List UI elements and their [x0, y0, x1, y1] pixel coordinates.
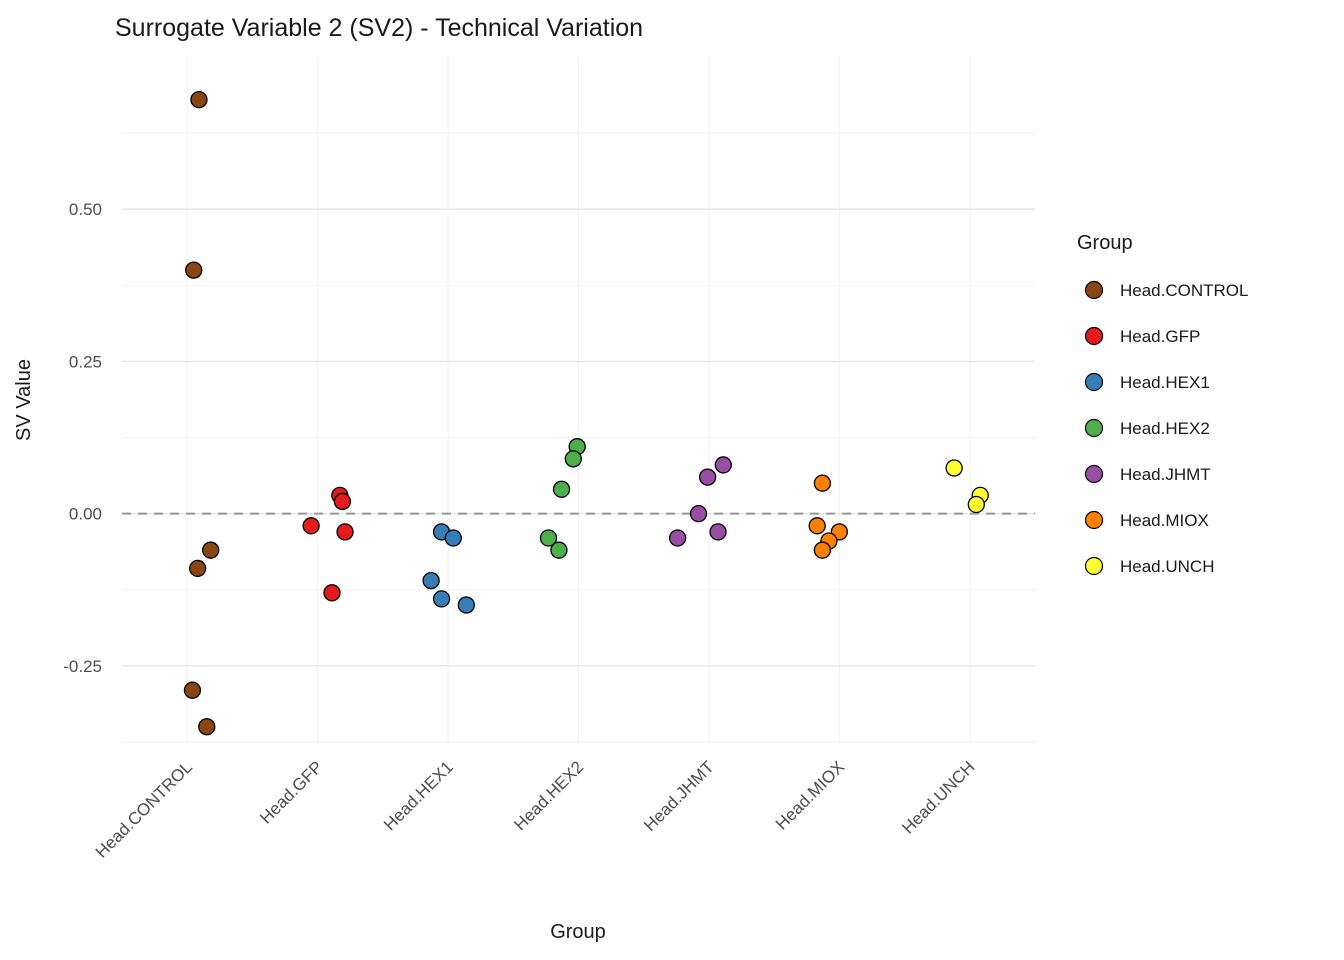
point-Head.MIOX	[813, 541, 832, 559]
point-Head.MIOX	[813, 474, 832, 492]
x-tick-label: Head.UNCH	[898, 757, 978, 837]
x-tick-label: Head.GFP	[256, 757, 326, 827]
point-Head.UNCH	[967, 495, 985, 514]
x-tick-label: Head.MIOX	[772, 757, 848, 833]
x-axis-tick-labels: Head.CONTROL Head.GFP Head.HEX1 Head.HEX2 He…	[92, 757, 979, 861]
point-Head.HEX2	[552, 480, 571, 498]
data-points	[183, 90, 989, 736]
point-Head.CONTROL	[190, 90, 208, 109]
point-Head.GFP	[302, 517, 320, 535]
legend-title: Group	[1077, 232, 1133, 254]
point-Head.GFP	[323, 584, 341, 602]
legend-label-Head.JHMT: Head.JHMT	[1120, 465, 1211, 484]
legend-label-Head.UNCH: Head.UNCH	[1120, 557, 1214, 576]
point-Head.JHMT	[709, 523, 727, 541]
legend-swatch-Head.HEX1	[1084, 372, 1104, 392]
legend-label-Head.HEX1: Head.HEX1	[1120, 373, 1210, 392]
y-axis-title: SV Value	[13, 359, 35, 441]
legend-swatch-Head.HEX2	[1084, 418, 1104, 438]
point-Head.CONTROL	[198, 718, 216, 736]
y-tick-label: 0.25	[69, 352, 102, 371]
point-Head.HEX2	[550, 541, 568, 559]
legend-swatch-Head.MIOX	[1084, 510, 1104, 530]
x-tick-label: Head.HEX2	[510, 757, 587, 834]
point-Head.CONTROL	[183, 681, 202, 699]
point-Head.JHMT	[668, 529, 687, 547]
y-axis-tick-labels: -0.25 0.00 0.25 0.50	[63, 200, 102, 676]
x-axis-title: Group	[550, 921, 606, 943]
point-Head.UNCH	[945, 459, 963, 477]
plot-title: Surrogate Variable 2 (SV2) - Technical V…	[115, 14, 643, 42]
legend-swatch-Head.UNCH	[1084, 556, 1104, 576]
x-tick-label: Head.HEX1	[380, 757, 457, 834]
point-Head.MIOX	[808, 517, 826, 535]
point-Head.HEX1	[444, 529, 462, 547]
point-Head.JHMT	[714, 456, 732, 474]
point-Head.CONTROL	[202, 541, 220, 559]
point-Head.JHMT	[698, 468, 717, 486]
legend-label-Head.CONTROL: Head.CONTROL	[1120, 281, 1248, 300]
point-Head.HEX1	[457, 596, 475, 614]
legend: Head.CONTROL Head.GFP Head.HEX1 Head.HEX2 He…	[1084, 280, 1248, 576]
y-tick-label: 0.00	[69, 505, 102, 524]
legend-swatch-Head.GFP	[1084, 326, 1104, 346]
legend-swatch-Head.CONTROL	[1084, 280, 1104, 300]
point-Head.GFP	[333, 492, 352, 511]
legend-label-Head.GFP: Head.GFP	[1120, 327, 1200, 346]
point-Head.JHMT	[689, 504, 708, 523]
point-Head.GFP	[336, 523, 354, 541]
point-Head.HEX2	[564, 450, 582, 468]
point-Head.HEX1	[432, 590, 451, 608]
y-tick-label: -0.25	[63, 657, 102, 676]
legend-label-Head.MIOX: Head.MIOX	[1120, 511, 1209, 530]
legend-swatch-Head.JHMT	[1084, 464, 1104, 484]
x-tick-label: Head.CONTROL	[92, 757, 196, 861]
point-Head.HEX2	[539, 529, 558, 547]
legend-label-Head.HEX2: Head.HEX2	[1120, 419, 1210, 438]
x-tick-label: Head.JHMT	[640, 757, 718, 835]
point-Head.CONTROL	[188, 559, 207, 578]
gridlines	[122, 57, 1035, 745]
y-tick-label: 0.50	[69, 200, 102, 219]
point-Head.HEX1	[422, 571, 440, 590]
point-Head.CONTROL	[185, 261, 203, 279]
